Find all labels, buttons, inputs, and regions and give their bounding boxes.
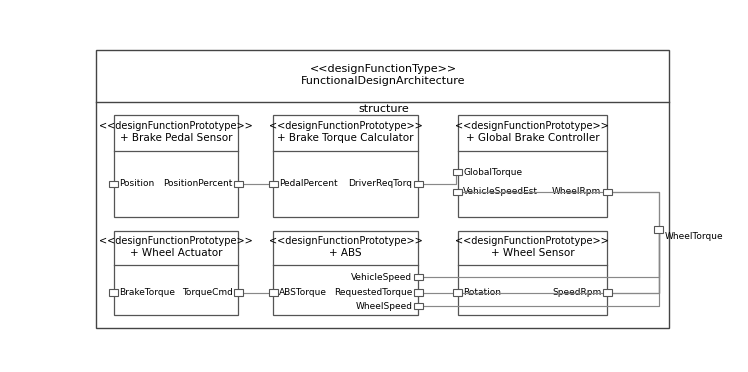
Text: WheelRpm: WheelRpm	[552, 187, 601, 196]
Text: <<designFunctionPrototype>>: <<designFunctionPrototype>>	[99, 235, 253, 246]
Text: + ABS: + ABS	[329, 248, 362, 258]
Text: BrakeTorque: BrakeTorque	[120, 288, 176, 297]
FancyBboxPatch shape	[96, 50, 669, 328]
Text: <<designFunctionPrototype>>: <<designFunctionPrototype>>	[269, 121, 423, 131]
Text: PedalPercent: PedalPercent	[279, 179, 337, 189]
Text: <<designFunctionPrototype>>: <<designFunctionPrototype>>	[456, 121, 609, 131]
FancyBboxPatch shape	[269, 289, 278, 296]
FancyBboxPatch shape	[414, 289, 423, 296]
Text: PositionPercent: PositionPercent	[163, 179, 233, 189]
Text: Rotation: Rotation	[463, 288, 501, 297]
Text: <<designFunctionPrototype>>: <<designFunctionPrototype>>	[269, 235, 423, 246]
Text: VehicleSpeedEst: VehicleSpeedEst	[463, 187, 539, 196]
FancyBboxPatch shape	[234, 181, 243, 187]
FancyBboxPatch shape	[269, 181, 278, 187]
Text: structure: structure	[358, 104, 408, 114]
Text: + Global Brake Controller: + Global Brake Controller	[465, 133, 599, 143]
Text: DriverReqTorq: DriverReqTorq	[349, 179, 412, 189]
Text: RequestedTorque: RequestedTorque	[334, 288, 412, 297]
Text: + Wheel Sensor: + Wheel Sensor	[491, 248, 574, 258]
Text: WheelTorque: WheelTorque	[664, 232, 723, 241]
Text: ABSTorque: ABSTorque	[279, 288, 327, 297]
Text: <<designFunctionPrototype>>: <<designFunctionPrototype>>	[99, 121, 253, 131]
FancyBboxPatch shape	[273, 231, 418, 315]
FancyBboxPatch shape	[458, 231, 607, 315]
FancyBboxPatch shape	[114, 231, 239, 315]
Text: Position: Position	[120, 179, 155, 189]
Text: + Brake Pedal Sensor: + Brake Pedal Sensor	[120, 133, 233, 143]
Text: SpeedRpm: SpeedRpm	[552, 288, 601, 297]
FancyBboxPatch shape	[273, 115, 418, 217]
FancyBboxPatch shape	[603, 289, 612, 296]
FancyBboxPatch shape	[109, 181, 118, 187]
Text: + Wheel Actuator: + Wheel Actuator	[130, 248, 222, 258]
Text: + Brake Torque Calculator: + Brake Torque Calculator	[278, 133, 414, 143]
FancyBboxPatch shape	[654, 226, 663, 232]
Text: TorqueCmd: TorqueCmd	[182, 288, 233, 297]
FancyBboxPatch shape	[453, 189, 462, 195]
FancyBboxPatch shape	[109, 289, 118, 296]
FancyBboxPatch shape	[414, 303, 423, 310]
Text: <<designFunctionType>>
FunctionalDesignArchitecture: <<designFunctionType>> FunctionalDesignA…	[301, 64, 465, 86]
FancyBboxPatch shape	[458, 115, 607, 217]
FancyBboxPatch shape	[114, 115, 239, 217]
Text: VehicleSpeed: VehicleSpeed	[352, 273, 412, 282]
FancyBboxPatch shape	[234, 289, 243, 296]
FancyBboxPatch shape	[603, 189, 612, 195]
Text: <<designFunctionPrototype>>: <<designFunctionPrototype>>	[456, 235, 609, 246]
FancyBboxPatch shape	[453, 169, 462, 176]
FancyBboxPatch shape	[414, 181, 423, 187]
FancyBboxPatch shape	[414, 274, 423, 280]
FancyBboxPatch shape	[453, 289, 462, 296]
Text: WheelSpeed: WheelSpeed	[355, 302, 412, 311]
Text: GlobalTorque: GlobalTorque	[463, 168, 522, 177]
